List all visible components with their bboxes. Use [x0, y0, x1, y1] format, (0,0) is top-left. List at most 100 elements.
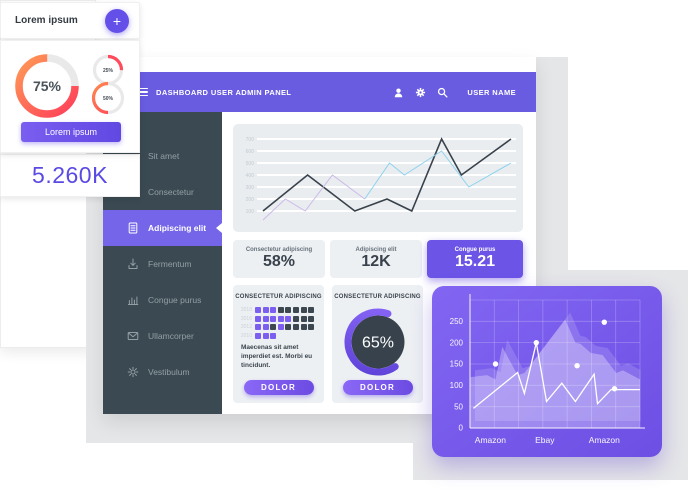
traffic-chart-card: 700 600 500 400 300 200 100	[233, 124, 523, 232]
sidebar-item-ullamcorper[interactable]: Ullamcorper	[103, 318, 222, 354]
bar-chart-icon	[127, 294, 139, 306]
svg-text:600: 600	[246, 149, 255, 155]
svg-text:200: 200	[246, 197, 255, 203]
matrix-cell	[300, 324, 307, 330]
matrix-year-label: 2010	[240, 332, 252, 339]
donuts-card: 75% 25% 50% Lorem ipsum	[0, 40, 140, 153]
matrix-cell	[255, 332, 261, 339]
matrix-cell	[255, 315, 261, 322]
stat-card-consectetur-adipiscing: Consectetur adipiscing 58%	[233, 240, 325, 278]
matrix-cell	[308, 324, 315, 330]
matrix-cell	[300, 307, 307, 313]
matrix-cell	[262, 315, 269, 322]
search-icon[interactable]	[437, 87, 448, 98]
svg-text:200: 200	[450, 338, 464, 347]
svg-text:500: 500	[246, 161, 255, 167]
stat-value: 58%	[262, 253, 296, 271]
dot-matrix: 2018 2016 2012 2010	[239, 307, 324, 339]
donut-chart-50: 50%	[91, 81, 125, 115]
matrix-cell	[255, 324, 261, 330]
donut-65-wrap: 65%	[332, 306, 423, 378]
donut-chart-65: 65%	[343, 308, 411, 376]
matrix-cell	[308, 307, 315, 313]
sidebar-item-label: Adipiscing elit	[148, 223, 207, 233]
svg-text:50: 50	[454, 402, 463, 411]
sidebar-item-fermentum[interactable]: Fermentum	[103, 246, 222, 282]
gear-icon[interactable]	[415, 87, 426, 98]
stat-label: Adipiscing elit	[355, 247, 397, 254]
sidebar-item-adipiscing-elit[interactable]: Adipiscing elit	[103, 210, 222, 246]
gear-icon	[127, 366, 139, 378]
matrix-cell	[270, 315, 277, 322]
svg-text:0: 0	[459, 424, 464, 433]
matrix-cell	[270, 307, 277, 313]
matrix-cell	[262, 324, 269, 330]
stat-label: Consectetur adipiscing	[245, 247, 313, 254]
matrix-year-label: 2016	[240, 315, 252, 322]
dolor-button-donut[interactable]: DOLOR	[342, 380, 413, 395]
matrix-cell	[292, 324, 299, 330]
matrix-cell	[255, 307, 261, 313]
lorem-title: Lorem ipsum	[15, 15, 78, 26]
svg-text:700: 700	[246, 137, 255, 143]
stat-value: 15.21	[454, 253, 496, 271]
sidebar-item-label: Ullamcorper	[148, 331, 194, 341]
donut-65-label: 65%	[361, 335, 393, 352]
matrix-year-label: 2018	[240, 307, 252, 313]
lorem-ipsum-button[interactable]: Lorem ipsum	[21, 122, 121, 142]
marketplace-chart-card: 250 200 150 100 50 0 Amazon Ebay Amazon	[432, 286, 662, 457]
svg-text:300: 300	[246, 185, 255, 191]
matrix-year-label: 2012	[240, 324, 252, 330]
matrix-cell	[285, 315, 292, 322]
header-actions: USER NAME	[393, 87, 516, 98]
doc-icon	[127, 222, 139, 234]
matrix-card-title: CONSECTETUR ADIPISCING	[235, 294, 322, 300]
sidebar-item-sit-amet[interactable]: Sit amet	[103, 138, 222, 174]
svg-text:150: 150	[450, 360, 464, 369]
matrix-cell	[277, 307, 284, 313]
matrix-row: 2016	[239, 315, 324, 322]
dolor-button-matrix[interactable]: DOLOR	[243, 380, 314, 395]
matrix-cell	[262, 307, 269, 313]
sidebar-item-label: Congue purus	[148, 295, 202, 305]
matrix-cell	[277, 315, 284, 322]
sidebar-item-congue-purus[interactable]: Congue purus	[103, 282, 222, 318]
svg-text:100: 100	[450, 381, 464, 390]
stat-label: Congue purus	[454, 247, 496, 254]
sidebar-item-label: Consectetur	[148, 187, 194, 197]
sidebar-item-consectetur[interactable]: Consectetur	[103, 174, 222, 210]
metric-card: 5.260K	[0, 154, 140, 197]
dashboard-title: DASHBOARD USER ADMIN PANEL	[156, 87, 292, 97]
donut-50-label: 50%	[103, 96, 114, 102]
svg-text:Ebay: Ebay	[535, 435, 555, 445]
donut-card: CONSECTETUR ADIPISCING 65% DOLOR	[332, 285, 423, 403]
matrix-row: 2010	[239, 332, 324, 339]
matrix-card-text: Maecenas sit amet imperdiet est. Morbi e…	[241, 343, 313, 370]
svg-text:Amazon: Amazon	[475, 435, 506, 445]
svg-text:Amazon: Amazon	[589, 435, 620, 445]
svg-text:400: 400	[246, 173, 255, 179]
lorem-header-card: Lorem ipsum +	[0, 2, 140, 39]
user-name[interactable]: USER NAME	[467, 87, 516, 97]
sidebar-item-label: Fermentum	[148, 259, 192, 269]
donut-chart-75: 75%	[15, 54, 79, 118]
hamburger-menu-icon[interactable]	[137, 87, 148, 97]
matrix-cell	[262, 332, 269, 339]
dashboard-header: DASHBOARD USER ADMIN PANEL	[103, 72, 536, 112]
svg-text:100: 100	[246, 209, 255, 215]
plus-button[interactable]: +	[105, 8, 129, 33]
stat-card-congue-purus: Congue purus 15.21	[427, 240, 523, 278]
donut-25-label: 25%	[103, 68, 114, 74]
matrix-cell	[300, 315, 307, 322]
mail-icon	[127, 330, 139, 342]
sidebar-item-vestibulum[interactable]: Vestibulum	[103, 354, 222, 390]
traffic-line-chart: 700 600 500 400 300 200 100	[246, 137, 516, 221]
svg-text:250: 250	[450, 317, 464, 326]
user-icon[interactable]	[393, 87, 404, 98]
marketplace-area-chart: 250 200 150 100 50 0 Amazon Ebay Amazon	[450, 294, 645, 445]
matrix-cell	[270, 332, 277, 339]
matrix-cell	[292, 315, 299, 322]
matrix-row: 2018	[239, 307, 324, 313]
download-icon	[127, 258, 139, 270]
